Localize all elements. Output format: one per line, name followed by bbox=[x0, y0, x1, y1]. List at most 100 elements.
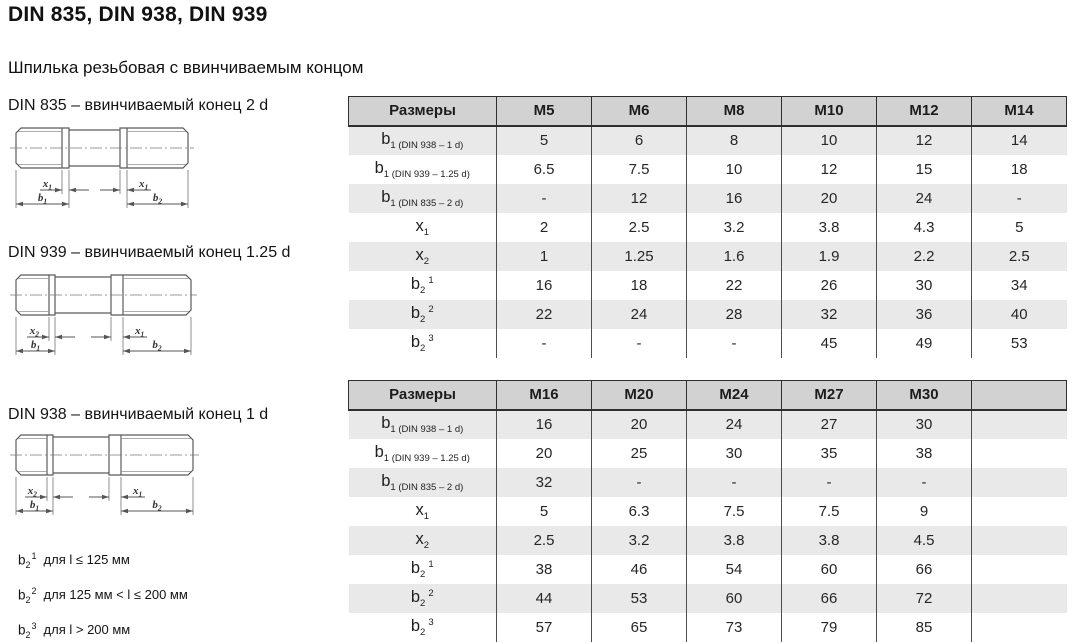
row-label: x1 bbox=[349, 497, 497, 526]
table-cell: 16 bbox=[686, 183, 782, 213]
table-cell: - bbox=[591, 467, 687, 497]
table-row: b1 (DIN 939 – 1.25 d) 6.5 7.5 10 12 15 18 bbox=[349, 154, 1067, 184]
row-label-sub: 1 (DIN 835 – 2 d) bbox=[390, 481, 464, 493]
row-label-base: b bbox=[410, 587, 421, 606]
dim-label-b-left: b1 bbox=[30, 499, 39, 513]
row-label: b1 (DIN 938 – 1 d) bbox=[348, 409, 497, 439]
table-cell: 2.5 bbox=[591, 212, 687, 242]
footnote-b2-2: b22 для 125 мм < l ≤ 200 мм bbox=[18, 586, 188, 605]
table-cell: 16 bbox=[496, 270, 592, 300]
drawing-caption-din835: DIN 835 – ввинчиваемый конец 2 d bbox=[8, 97, 269, 114]
table-row: b23 57 65 73 79 85 bbox=[349, 612, 1067, 642]
table-cell: 12 bbox=[781, 154, 877, 184]
table-cell: 30 bbox=[876, 270, 972, 300]
table-cell: 6.5 bbox=[496, 154, 592, 184]
table-cell bbox=[971, 612, 1067, 642]
row-label-sub: 1 bbox=[423, 510, 430, 522]
table-cell: 38 bbox=[876, 438, 972, 468]
footnote-text: для l ≤ 125 мм bbox=[43, 552, 130, 568]
row-label-base: b bbox=[410, 616, 421, 635]
dim-label-x-right: x1 bbox=[138, 178, 148, 192]
table-cell: 9 bbox=[876, 496, 972, 526]
column-header: M5 bbox=[496, 96, 592, 127]
header-label: Размеры bbox=[348, 96, 497, 127]
row-label-sup: 3 bbox=[428, 332, 434, 344]
row-label-sup: 1 bbox=[428, 558, 434, 570]
table-cell: 38 bbox=[496, 554, 592, 584]
table-cell: 27 bbox=[781, 409, 877, 439]
table-cell: - bbox=[686, 328, 782, 358]
row-label-base: b bbox=[410, 558, 421, 577]
table-cell: 54 bbox=[686, 554, 782, 584]
table-cell: 57 bbox=[496, 612, 592, 642]
table-cell: 2.2 bbox=[876, 241, 972, 271]
table-cell: 15 bbox=[876, 154, 972, 184]
row-label-sub: 1 (DIN 939 – 1.25 d) bbox=[383, 452, 470, 464]
table-cell: 5 bbox=[971, 212, 1067, 242]
table-cell: 79 bbox=[781, 612, 877, 642]
column-header: M30 bbox=[876, 380, 972, 411]
table-row: b1 (DIN 939 – 1.25 d) 20 25 30 35 38 bbox=[349, 438, 1067, 468]
row-label: b1 (DIN 835 – 2 d) bbox=[348, 183, 497, 213]
dim-label-x-left: x1 bbox=[42, 178, 52, 192]
spec-table: Размеры M16 M20 M24 M27 M30 b1 (DIN 938 – 1 d)… bbox=[348, 380, 1067, 642]
table-row: b1 (DIN 938 – 1 d) 16 20 24 27 30 bbox=[348, 409, 1067, 439]
table-cell: 20 bbox=[496, 438, 592, 468]
row-label-sub: 2 bbox=[420, 597, 426, 609]
table-cell: 65 bbox=[591, 612, 687, 642]
column-header: M6 bbox=[591, 96, 687, 127]
row-label: b21 bbox=[349, 271, 497, 300]
footnote-text: для 125 мм < l ≤ 200 мм bbox=[43, 587, 188, 603]
table-cell bbox=[971, 554, 1067, 584]
dim-label-b-left: b1 bbox=[38, 192, 47, 206]
table-cell: - bbox=[591, 328, 687, 358]
table-cell bbox=[971, 409, 1067, 439]
table-row: b21 38 46 54 60 66 bbox=[349, 554, 1067, 584]
table-cell: 12 bbox=[591, 183, 687, 213]
column-header bbox=[971, 380, 1067, 411]
table-row: b22 44 53 60 66 72 bbox=[348, 583, 1067, 613]
table-cell: 12 bbox=[876, 125, 972, 155]
table-cell bbox=[971, 496, 1067, 526]
row-label: x1 bbox=[349, 213, 497, 242]
row-label-base: x bbox=[415, 500, 424, 519]
table-row: b21 16 18 22 26 30 34 bbox=[349, 270, 1067, 300]
row-label-base: b bbox=[381, 414, 391, 432]
row-label-sup: 2 bbox=[428, 587, 434, 599]
row-label-sub: 1 (DIN 938 – 1 d) bbox=[390, 140, 464, 151]
header-row: Размеры M16 M20 M24 M27 M30 bbox=[348, 380, 1067, 411]
table-cell: 28 bbox=[686, 299, 782, 329]
table-cell: 1.9 bbox=[781, 241, 877, 271]
table-cell: 20 bbox=[781, 183, 877, 213]
drawing-caption-din938: DIN 938 – ввинчиваемый конец 1 d bbox=[8, 406, 269, 423]
table-cell: 7.5 bbox=[591, 154, 687, 184]
drawing-din939: x2 x1 b1 b2 bbox=[8, 269, 218, 364]
table-cell: 18 bbox=[591, 270, 687, 300]
footnote-sup: 3 bbox=[31, 621, 37, 631]
table-cell: 45 bbox=[781, 328, 877, 358]
table-cell: - bbox=[686, 467, 782, 497]
table-cell: 1 bbox=[496, 241, 592, 271]
row-label: b1 (DIN 938 – 1 d) bbox=[348, 125, 497, 155]
table-cell: - bbox=[496, 328, 592, 358]
spec-table-large-sizes: Размеры M16 M20 M24 M27 M30 b1 (DIN 938 – 1 d)… bbox=[348, 380, 1067, 642]
dim-label-x-right: x1 bbox=[134, 325, 144, 339]
table-cell bbox=[971, 438, 1067, 468]
table-cell: 5 bbox=[496, 496, 592, 526]
footnote-text: для l > 200 мм bbox=[43, 622, 131, 638]
table-cell: - bbox=[876, 467, 972, 497]
footnote-sup: 2 bbox=[31, 586, 37, 596]
stud-drawing: x2 x1 b1 b2 bbox=[10, 434, 199, 515]
table-cell: 40 bbox=[971, 299, 1067, 329]
table-row: b1 (DIN 835 – 2 d) -12 16 20 24- bbox=[348, 183, 1067, 213]
row-label-sub: 1 (DIN 835 – 2 d) bbox=[390, 197, 464, 209]
table-cell: 8 bbox=[686, 125, 782, 155]
table-cell bbox=[971, 525, 1067, 555]
table-cell: 66 bbox=[876, 554, 972, 584]
row-label-base: b bbox=[410, 274, 421, 293]
column-header: M16 bbox=[496, 380, 592, 411]
row-label-base: x bbox=[415, 529, 424, 548]
table-row: b22 22 24 28 32 36 40 bbox=[348, 299, 1067, 329]
table-cell: - bbox=[496, 183, 592, 213]
